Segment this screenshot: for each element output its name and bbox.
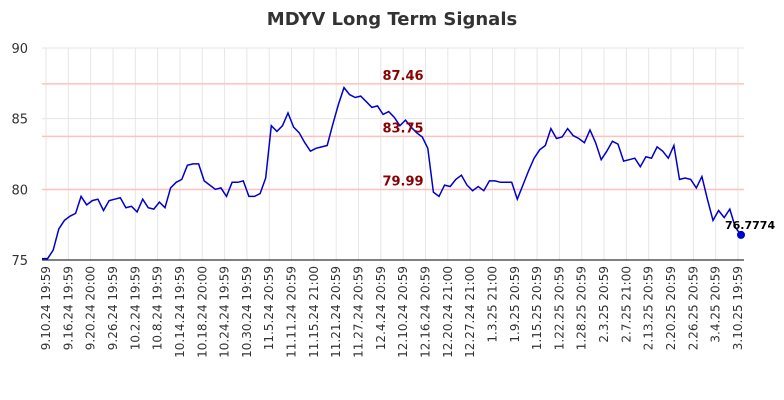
- x-tick-label: 1.15.25 20:59: [530, 266, 544, 350]
- x-tick-label: 2.7.25 21:00: [619, 266, 633, 343]
- x-tick-label: 10.2.24 19:59: [128, 266, 142, 350]
- y-tick-label: 80: [11, 183, 28, 198]
- x-tick-label: 12.10.24 20:59: [396, 266, 410, 358]
- series-line: [42, 86, 742, 260]
- x-tick-label: 12.20.24 21:00: [441, 266, 455, 358]
- axes: 75 80 85 90 9.10.24 19:59 9.16.24 19:59 9.20.2…: [11, 42, 745, 358]
- x-tick-label: 3.4.25 20:59: [709, 266, 723, 343]
- last-point-marker: [737, 230, 745, 239]
- x-tick-label: 12.27.24 21:00: [463, 266, 477, 358]
- y-tick-label: 75: [11, 254, 28, 269]
- x-tick-label: 10.18.24 20:00: [195, 266, 209, 358]
- x-tick-label: 10.8.24 19:59: [151, 266, 165, 350]
- signal-label: 87.46: [382, 69, 423, 84]
- x-tick-label: 2.3.25 20:59: [597, 266, 611, 343]
- x-tick-label: 11.21.24 20:59: [329, 266, 343, 358]
- labels: 87.46 83.75 79.99 76.7774: [382, 69, 775, 232]
- x-tick-label: 1.3.25 21:00: [485, 266, 499, 343]
- x-tick-label: 11.5.24 20:59: [262, 266, 276, 350]
- x-tick-label: 2.20.25 20:59: [664, 266, 678, 350]
- x-tick-label: 10.24.24 19:59: [218, 266, 232, 358]
- signal-label: 83.75: [382, 121, 423, 136]
- x-tick-label: 1.28.25 20:59: [575, 266, 589, 350]
- signal-lines: [42, 83, 744, 191]
- x-tick-label: 11.27.24 20:59: [352, 266, 366, 358]
- last-value-label: 76.7774: [725, 219, 775, 232]
- signal-label: 79.99: [382, 174, 423, 189]
- x-tick-label: 3.10.25 19:59: [731, 266, 745, 350]
- y-tick-label: 85: [11, 113, 28, 128]
- x-tick-label: 10.14.24 19:59: [173, 266, 187, 358]
- x-tick-label: 11.11.24 20:59: [285, 266, 299, 358]
- x-tick-label: 12.16.24 20:59: [418, 266, 432, 358]
- x-tick-label: 12.4.24 20:59: [374, 266, 388, 350]
- x-tick-label: 2.26.25 20:59: [686, 266, 700, 350]
- x-tick-label: 11.15.24 21:00: [307, 266, 321, 358]
- x-tick-label: 1.9.25 20:59: [508, 266, 522, 343]
- x-tick-label: 9.26.24 19:59: [106, 266, 120, 350]
- x-tick-label: 1.22.25 20:59: [552, 266, 566, 350]
- x-tick-label: 2.13.25 20:59: [642, 266, 656, 350]
- x-tick-label: 10.30.24 19:59: [240, 266, 254, 358]
- x-tick-label: 9.10.24 19:59: [39, 266, 53, 350]
- x-tick-label: 9.20.24 20:00: [84, 266, 98, 350]
- y-tick-label: 90: [11, 42, 28, 57]
- series-layer: [42, 86, 745, 260]
- chart-title: MDYV Long Term Signals: [267, 9, 517, 30]
- x-tick-label: 9.16.24 19:59: [61, 266, 75, 350]
